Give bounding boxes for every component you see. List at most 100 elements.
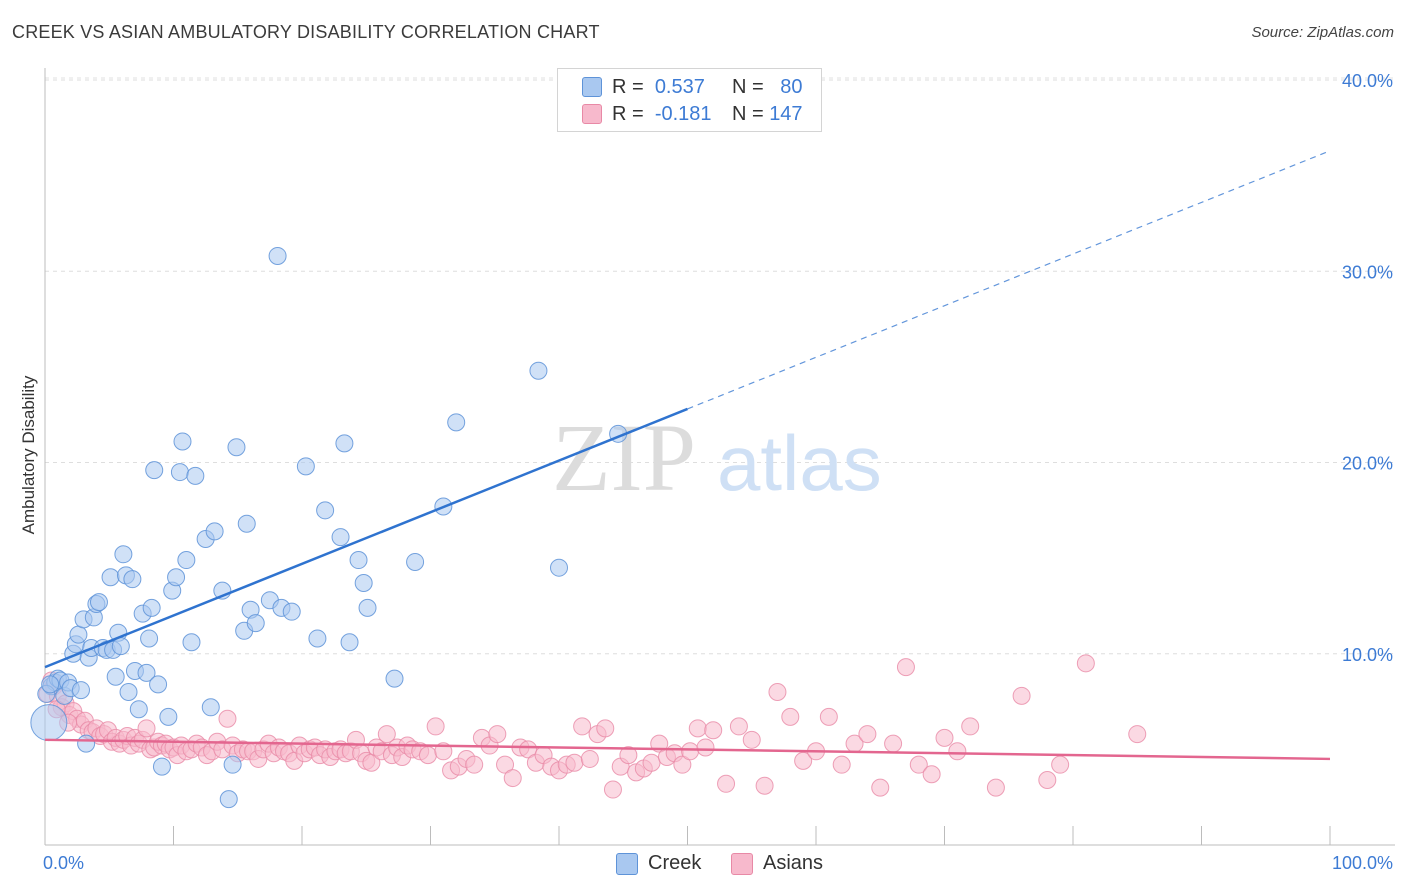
creek-point [447,413,466,432]
asians-point [596,719,615,738]
asians-series [38,654,1147,799]
asians-point [218,709,237,728]
creek-trend-extension [687,150,1331,410]
creek-point [186,466,205,485]
creek-point [123,570,142,589]
asians-point [961,717,980,736]
creek-trend-line [44,407,688,669]
asians-point [781,707,800,726]
creek-point [129,700,148,719]
legend-n-value: 80 [780,75,803,98]
creek-point [223,755,242,774]
asians-point [573,717,592,736]
asians-point [1128,725,1147,744]
legend-r-value: 0.537 [654,75,705,98]
correlation-legend: R = 0.537 N = 80 R = -0.181 N = 147 [557,68,822,132]
asians-point [688,719,707,738]
creek-legend-swatch [616,852,638,875]
asians-point [565,753,584,772]
legend-r-label: R = [612,102,644,125]
asians-point [922,765,941,784]
asians-point [503,769,522,788]
y-tick-label: 40.0% [1342,71,1393,91]
creek-point [177,551,196,570]
asians-point [948,742,967,761]
asians-point [580,749,599,768]
creek-point [182,633,201,652]
creek-point [89,593,108,612]
legend-r-label: R = [612,75,644,98]
trend-lines [44,150,1331,761]
creek-point [529,361,548,380]
creek-point [219,790,238,809]
legend-r-value: -0.181 [654,102,712,125]
asians-point [1038,770,1057,789]
y-tick-label: 20.0% [1342,454,1393,474]
creek-point [406,552,425,571]
creek-point [354,573,373,592]
creek-point [149,675,168,694]
source-label: Source: ZipAtlas.com [1251,24,1394,41]
asians-point [377,725,396,744]
asians-point [137,719,156,738]
watermark-atlas: atlas [717,419,882,507]
watermark-zip: ZIP [552,404,696,511]
asians-point [603,780,622,799]
asians-point [794,751,813,770]
creek-point [205,522,224,541]
asians-point [935,728,954,747]
asians-point [1012,686,1031,705]
legend-row-asians: R = -0.181 N = 147 [582,101,803,127]
creek-point [550,558,568,577]
asians-trend-line [44,738,1331,761]
grid [45,77,1395,655]
creek-point [173,432,192,451]
creek-point [246,614,265,633]
asians-legend-label: Asians [763,852,824,874]
asians-point [755,776,774,795]
creek-point [119,683,138,701]
asians-point [465,755,484,774]
creek-point [201,698,220,717]
asians-point [729,717,748,736]
asians-point [681,742,700,761]
legend-n-value: 147 [769,102,803,125]
creek-point [152,757,171,776]
creek-series [30,246,628,809]
creek-point [106,667,125,686]
creek-point [71,681,90,700]
creek-point [227,438,246,457]
creek-point [331,528,350,547]
asians-point [642,753,661,772]
creek-point [30,704,68,742]
creek-point [142,598,161,617]
creek-point [282,602,301,621]
legend-n-label: N = [731,75,764,98]
watermark: ZIP atlas [552,404,882,511]
legend-row-creek: R = 0.537 N = 80 [582,74,803,100]
creek-point [316,501,335,520]
creek-point [77,734,96,753]
creek-point [114,545,133,564]
axes [44,68,1395,846]
creek-point [170,463,189,482]
creek-point [237,514,256,533]
creek-point [41,675,60,694]
creek-point [101,568,120,587]
creek-point [358,598,377,617]
asians-point [768,683,787,701]
legend-n-label: N = [731,102,764,125]
creek-point [137,663,156,682]
creek-point [335,434,354,453]
creek-point [340,633,359,652]
asians-point [704,721,723,740]
asians-legend-swatch [731,852,753,875]
creek-point [296,457,315,476]
x-tick-label: 100.0% [1332,853,1393,873]
asians-point [832,755,851,774]
asians-point [858,725,877,744]
bottom-legend-asians: Asians [731,852,823,875]
asians-point [986,778,1005,797]
asians-point [1076,654,1095,673]
